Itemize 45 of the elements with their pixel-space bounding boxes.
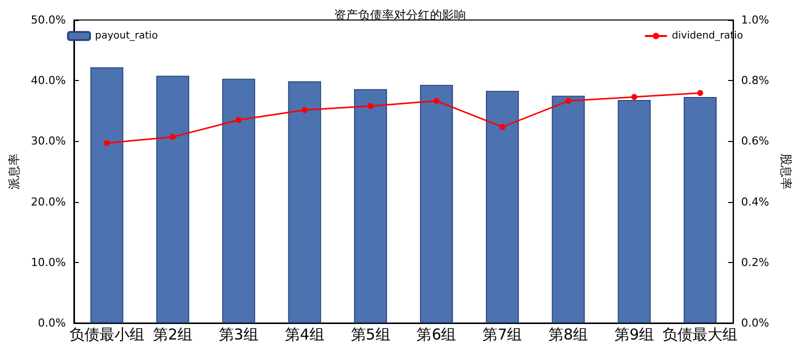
bar bbox=[420, 84, 453, 323]
bar bbox=[552, 96, 585, 323]
x-tick-label: 第9组 bbox=[614, 326, 654, 344]
x-tick-label: 第5组 bbox=[350, 326, 390, 344]
x-tick-label: 第3组 bbox=[218, 326, 258, 344]
bar bbox=[618, 100, 651, 323]
x-tick-label: 第2组 bbox=[152, 326, 193, 344]
point bbox=[499, 124, 506, 130]
point bbox=[565, 98, 572, 104]
point bbox=[433, 98, 440, 104]
point bbox=[368, 103, 374, 110]
point bbox=[104, 140, 110, 146]
bar bbox=[156, 76, 190, 323]
point bbox=[170, 134, 176, 140]
y-axis-title: 派息率 bbox=[7, 154, 21, 190]
y-tick-label: 30.0% bbox=[30, 134, 66, 148]
point bbox=[697, 90, 704, 96]
legend-label: payout_ratio bbox=[95, 30, 158, 42]
y2-tick-label: 0.0% bbox=[741, 316, 770, 330]
x-tick-label: 负债最小组 bbox=[69, 326, 144, 344]
y2-tick-label: 0.6% bbox=[741, 134, 770, 148]
x-tick-label: 负债最大组 bbox=[662, 326, 738, 344]
point bbox=[302, 106, 308, 113]
bar bbox=[486, 90, 519, 323]
y-tick-label: 20.0% bbox=[30, 195, 66, 208]
point bbox=[631, 94, 638, 100]
x-tick-label: 第7组 bbox=[482, 326, 522, 344]
y-tick-label: 0.0% bbox=[38, 316, 66, 330]
bar bbox=[222, 78, 256, 323]
y-tick-label: 50.0% bbox=[30, 14, 66, 26]
y-tick-label: 10.0% bbox=[30, 256, 66, 269]
bar bbox=[684, 96, 717, 323]
y-tick-label: 40.0% bbox=[30, 74, 66, 88]
bar bbox=[288, 81, 322, 323]
y2-axis-title: 股息率 bbox=[779, 154, 793, 190]
bar bbox=[354, 89, 388, 323]
x-tick-label: 第4组 bbox=[284, 326, 324, 344]
x-tick-label: 第8组 bbox=[548, 326, 588, 344]
x-tick-label: 第6组 bbox=[416, 326, 456, 344]
bar bbox=[90, 67, 124, 323]
y2-tick-label: 0.8% bbox=[741, 74, 770, 88]
y2-tick-label: 1.0% bbox=[741, 14, 770, 26]
point bbox=[236, 116, 242, 123]
y2-tick-label: 0.4% bbox=[741, 195, 770, 208]
y2-tick-label: 0.2% bbox=[741, 256, 770, 269]
